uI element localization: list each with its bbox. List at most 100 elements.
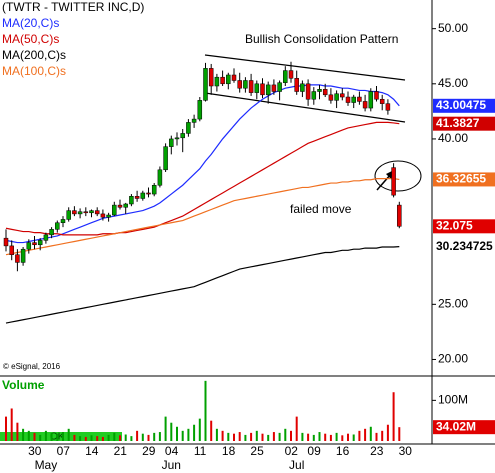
volume-bar [335,432,338,441]
candle-body [340,93,345,98]
volume-bar [39,434,42,441]
value-box [433,172,495,187]
candle-body [374,91,379,100]
value-label: 32.075 [436,218,473,232]
candle-body [37,240,43,246]
candle-body [106,214,111,218]
volume-bar [124,434,127,441]
candle-body [9,245,14,255]
x-tick-label: 09 [307,444,321,458]
volume-bar [227,432,230,441]
x-tick-label: 30 [28,444,42,458]
volume-bar [5,416,7,441]
candle-body [55,222,60,230]
volume-bar [176,426,178,441]
value-box [433,420,495,435]
volume-bar [141,433,144,441]
x-tick-label: 29 [142,444,156,458]
candle-body [334,93,339,101]
candle-body [265,84,271,96]
volume-bar [181,430,184,441]
volume-bar [381,430,384,441]
x-tick-label: 23 [370,444,384,458]
value-box [433,98,495,113]
candle-body [49,229,54,236]
candle-body [226,74,231,85]
candle-body [20,248,26,263]
y-tick-label: 45.00 [438,76,468,90]
candle-body [231,74,237,81]
volume-bar [301,432,304,441]
candle-body [283,70,288,83]
candle-body [260,83,265,96]
candle-body [368,91,374,109]
volume-bar [73,434,76,441]
volume-bar [290,430,292,441]
candle-body [271,84,277,92]
candle-body [186,122,191,134]
volume-bar [147,434,150,441]
candle-body [220,76,225,85]
indicator-bar [0,432,122,441]
volume-bar [233,433,235,441]
volume-bar [369,426,372,441]
ma-line [5,84,400,244]
candle-body [385,103,391,111]
x-tick-label: 18 [222,444,236,458]
volume-bar [295,416,298,441]
volume-bar [386,424,389,441]
candle-body [300,83,305,92]
volume-bar [352,434,355,441]
candle-body [32,242,37,246]
candle-body [72,210,77,215]
volume-bar [136,430,139,441]
value-label: 41.3827 [436,116,480,130]
candle-body [151,184,157,195]
candle-body [112,204,117,216]
candle-body [208,68,214,87]
candle-body [60,219,66,223]
candle-body [163,146,168,171]
value-box [433,239,495,254]
y-tick-label: 50.00 [438,21,468,35]
volume-bar [44,430,47,441]
volume-bar [204,380,207,441]
volume-bar [284,428,287,441]
trend-line-upper [204,54,406,81]
volume-bar [392,392,395,441]
volume-bar [170,422,173,441]
volume-bar [16,422,19,441]
annotation: Bullish Consolidation Pattern [245,32,398,46]
volume-bar [255,430,258,441]
volume-bar [90,435,93,441]
value-box [433,116,495,131]
candle-body [140,192,146,199]
candle-body [248,80,254,93]
volume-bar [50,432,53,441]
candle-body [174,137,180,140]
candle-body [83,211,89,214]
candle-body [100,213,106,218]
volume-bar [341,435,344,441]
x-tick-label: 25 [250,444,264,458]
ma-line [5,121,400,236]
candle-body [357,96,362,102]
volume-bar [250,432,253,441]
chart-title: (TWTR - TWITTER INC,D) [2,0,144,14]
value-label: 30.234725 [436,239,493,253]
month-label: Jun [162,458,181,472]
ma-line [5,178,400,256]
annotation: failed move [290,202,352,216]
volume-bar [278,432,281,441]
volume-bar [215,428,218,441]
value-label: 36.32655 [436,172,486,186]
volume-bar [272,432,275,441]
candle-body [237,80,242,89]
volume-bar [375,432,378,441]
volume-bar [364,428,367,441]
volume-bar [130,436,133,441]
candle-body [294,78,299,92]
